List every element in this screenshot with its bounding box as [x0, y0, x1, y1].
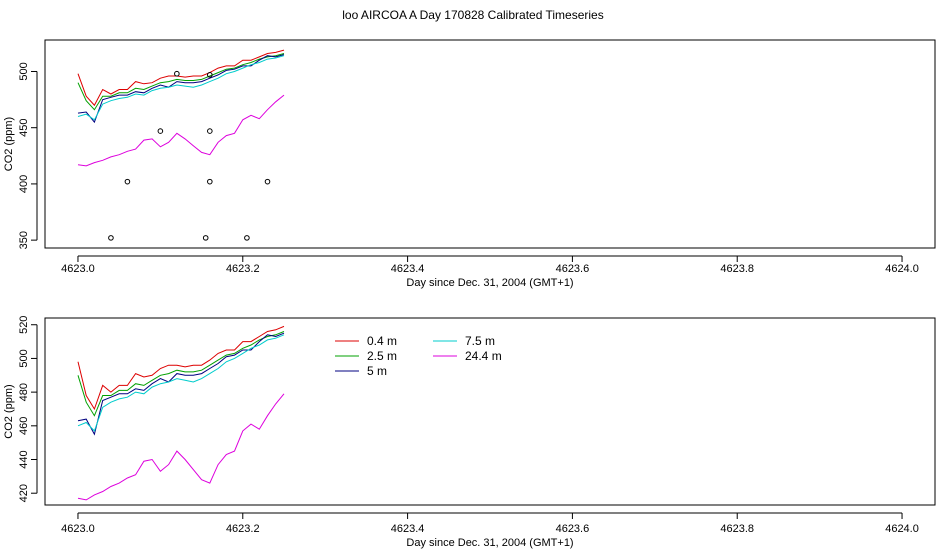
scatter-point: [244, 235, 250, 241]
series-line-cyan: [77, 334, 285, 432]
scatter-point: [207, 72, 213, 78]
legend-label: 24.4 m: [465, 349, 502, 363]
x-tick-label: 4623.2: [226, 523, 260, 535]
y-tick-label: 420: [18, 484, 30, 502]
scatter-point: [264, 178, 271, 185]
legend-label: 0.4 m: [367, 334, 397, 348]
x-tick-label: 4623.4: [391, 263, 425, 275]
y-tick-label: 520: [18, 316, 30, 334]
series-line-red: [77, 325, 285, 411]
series-line-navy: [77, 332, 285, 436]
y-axis-label: CO2 (ppm): [3, 384, 15, 438]
scatter-point: [202, 235, 209, 241]
y-tick-label: 400: [18, 175, 30, 193]
x-tick-label: 4623.8: [720, 523, 754, 535]
x-axis-label: Day since Dec. 31, 2004 (GMT+1): [406, 277, 573, 289]
scatter-point: [108, 235, 114, 241]
scatter-point: [124, 178, 131, 185]
series-line-magenta: [77, 94, 285, 167]
series-line-red: [77, 49, 285, 107]
y-tick-label: 500: [18, 62, 30, 80]
legend-label: 5 m: [367, 364, 387, 378]
x-tick-label: 4623.6: [556, 523, 590, 535]
series-line-magenta: [77, 393, 285, 501]
x-tick-label: 4623.8: [720, 263, 754, 275]
x-tick-label: 4623.0: [61, 523, 95, 535]
y-axis-label: CO2 (ppm): [3, 117, 15, 171]
x-tick-label: 4623.0: [61, 263, 95, 275]
plot-frame: [44, 317, 936, 506]
series-line-green: [77, 53, 285, 111]
bottom-panel: 4623.0 4623.2 4623.4 4623.6 4623.8 4624.0 Day …: [3, 316, 936, 549]
series-line-green: [77, 331, 285, 417]
x-tick-label: 4623.6: [556, 263, 590, 275]
legend-label: 7.5 m: [465, 334, 495, 348]
x-axis-label: Day since Dec. 31, 2004 (GMT+1): [406, 537, 573, 549]
x-tick-label: 4623.4: [391, 523, 425, 535]
y-tick-label: 460: [18, 417, 30, 435]
scatter-point: [157, 128, 164, 134]
legend-label: 2.5 m: [367, 349, 397, 363]
y-tick-label: 450: [18, 119, 30, 137]
y-tick-label: 500: [18, 349, 30, 367]
top-panel: 4623.0 4623.2 4623.4 4623.6 4623.8 4624.0 Day …: [3, 39, 936, 289]
scatter-point: [207, 128, 213, 134]
y-tick-label: 480: [18, 383, 30, 401]
scatter-point: [207, 178, 213, 185]
page-title: loo AIRCOA A Day 170828 Calibrated Times…: [342, 8, 603, 22]
series-line-navy: [77, 54, 285, 124]
x-tick-label: 4624.0: [885, 263, 919, 275]
y-tick-label: 350: [18, 231, 30, 249]
y-tick-label: 440: [18, 450, 30, 468]
scatter-point: [174, 70, 180, 77]
plot-frame: [44, 39, 936, 249]
legend: 0.4 m2.5 m5 m 7.5 m24.4 m: [335, 334, 502, 378]
x-tick-label: 4624.0: [885, 523, 919, 535]
x-tick-label: 4623.2: [226, 263, 260, 275]
series-line-cyan: [77, 55, 285, 121]
